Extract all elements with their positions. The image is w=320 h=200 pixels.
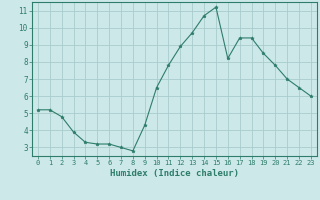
X-axis label: Humidex (Indice chaleur): Humidex (Indice chaleur) (110, 169, 239, 178)
